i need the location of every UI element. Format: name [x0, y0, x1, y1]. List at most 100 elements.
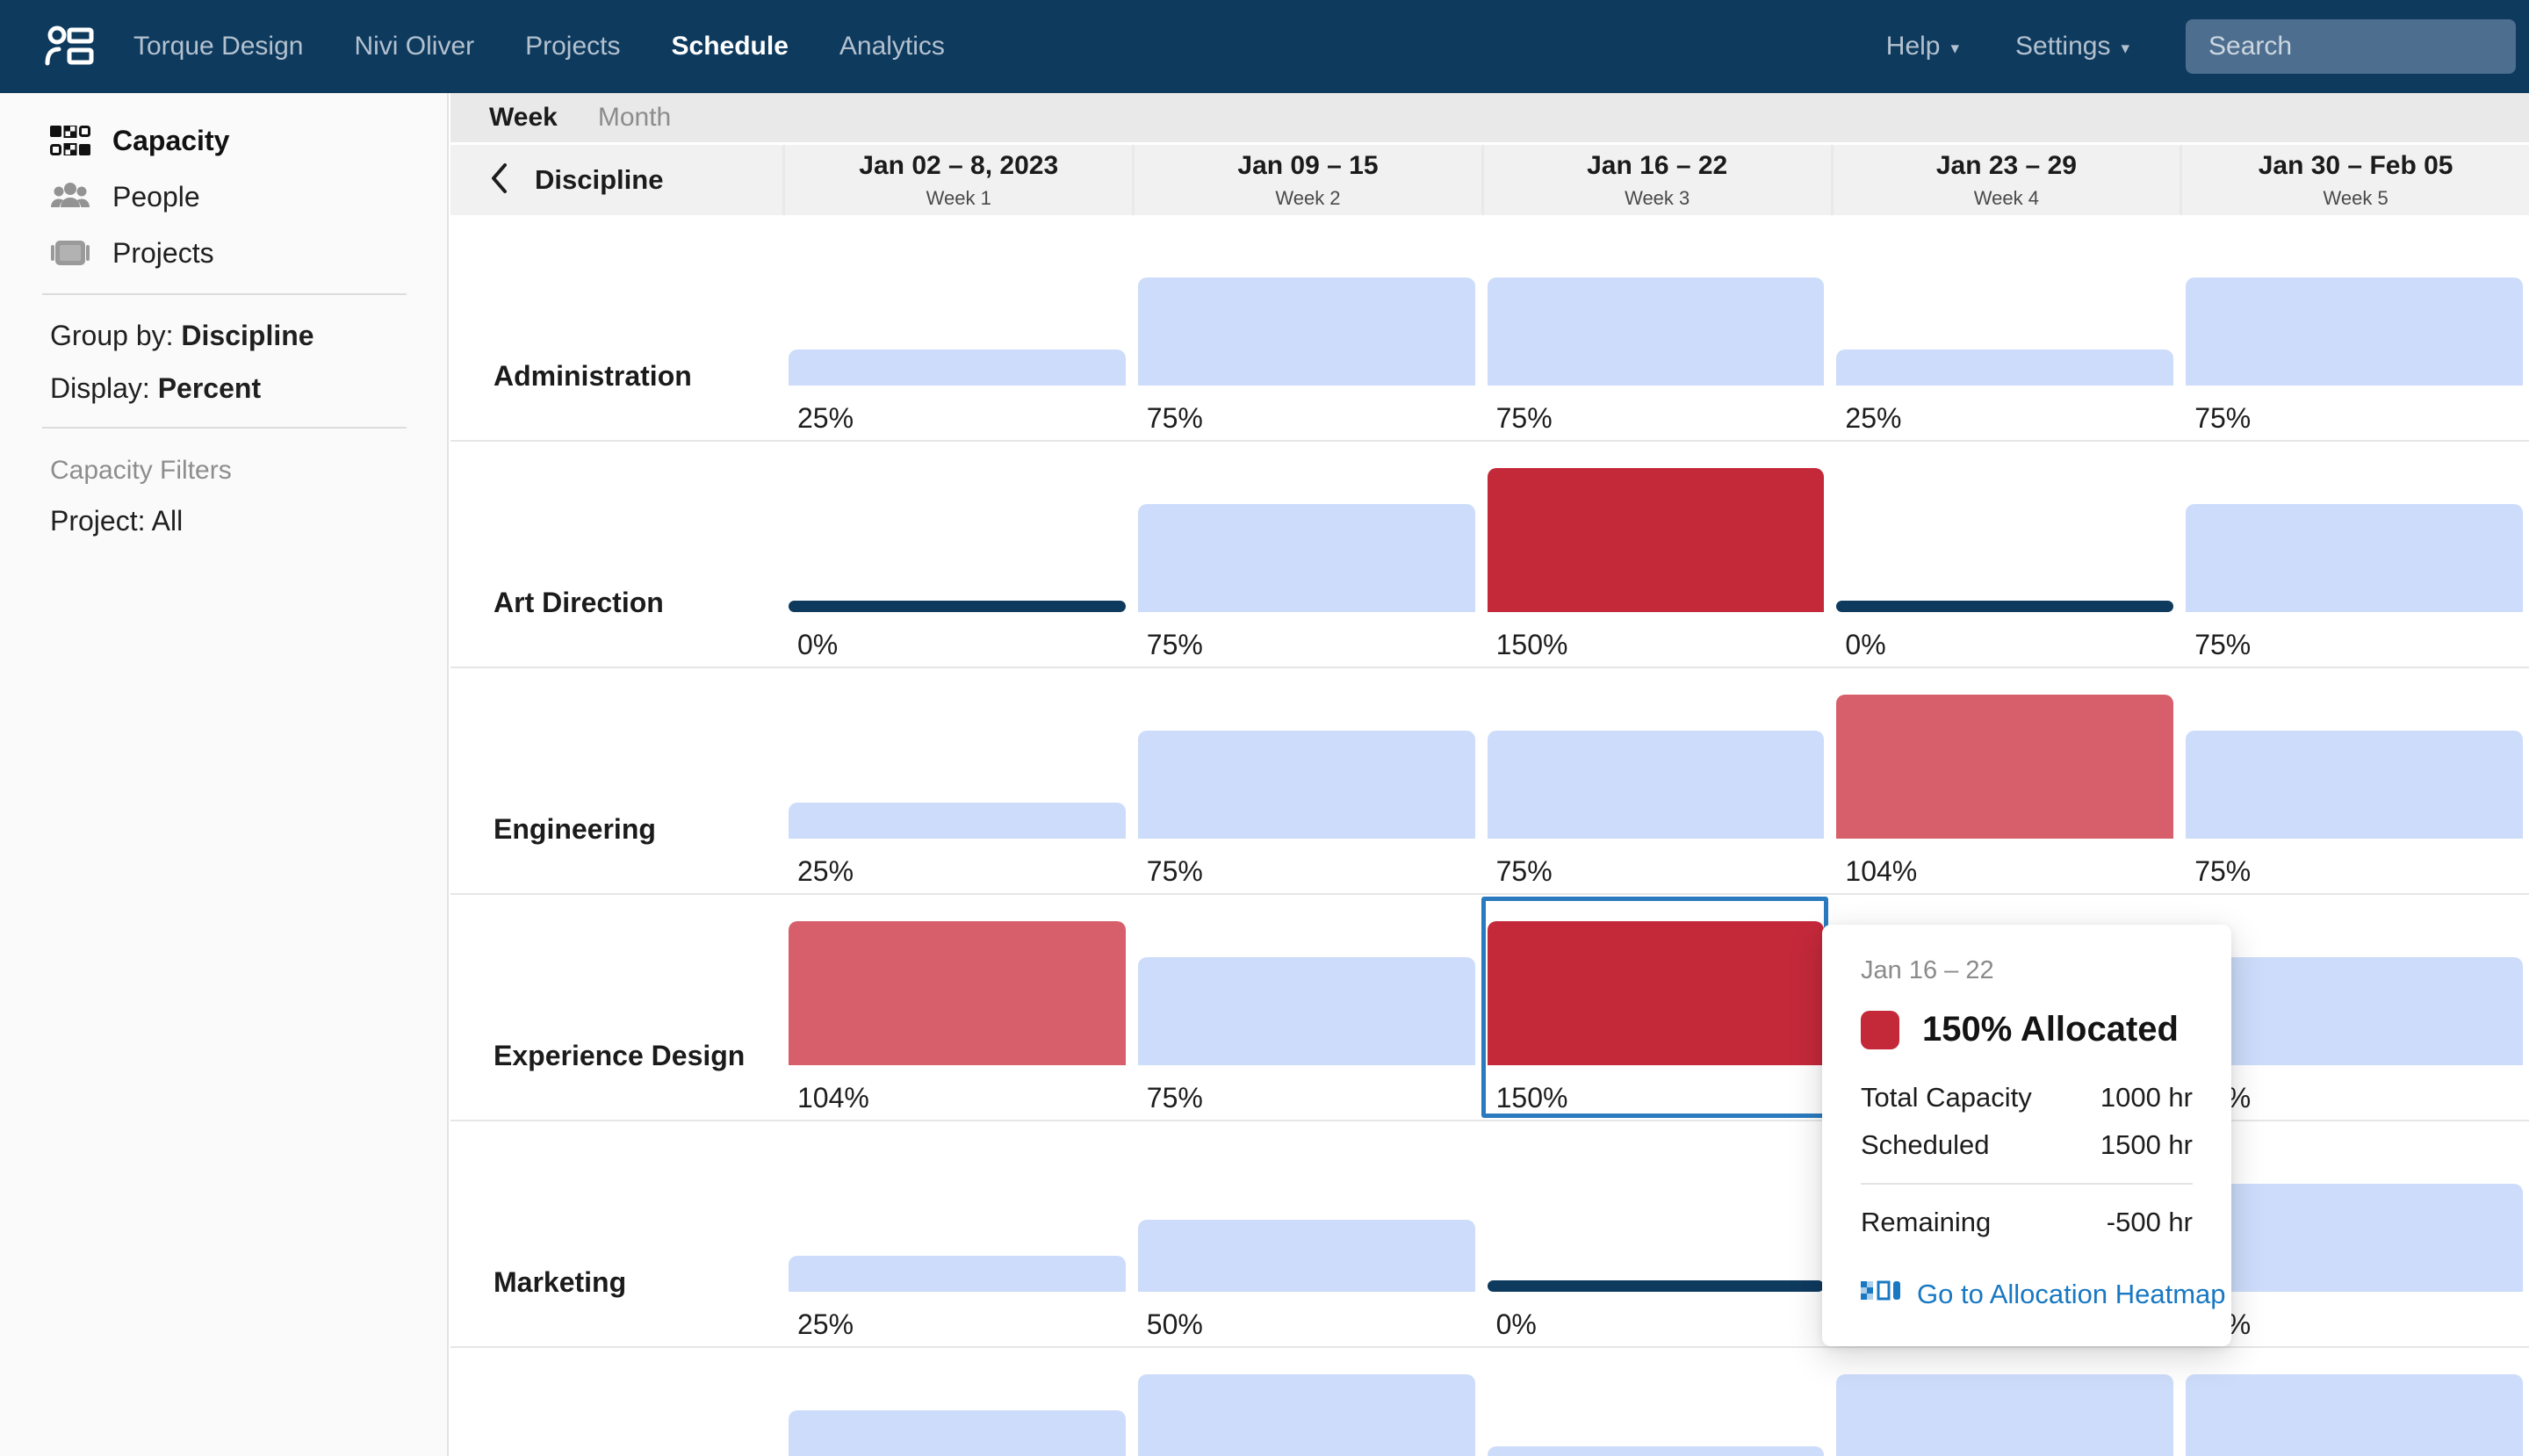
capacity-cell[interactable]: 104% [1830, 668, 2180, 893]
display-setting[interactable]: Display: Percent [50, 362, 447, 414]
allocation-bar[interactable] [1836, 695, 2174, 839]
sidebar-divider [42, 293, 407, 295]
allocation-percent: 104% [1845, 855, 1918, 887]
allocation-bar[interactable] [2186, 1184, 2523, 1292]
capacity-cell[interactable] [1132, 1348, 1481, 1456]
capacity-cell[interactable]: 0% [1830, 442, 2180, 667]
allocation-bar[interactable] [789, 803, 1126, 839]
row-label [450, 1348, 782, 1456]
nav-item-schedule[interactable]: Schedule [671, 32, 789, 61]
capacity-cell[interactable] [2180, 1348, 2529, 1456]
capacity-cell[interactable]: 150% [1481, 442, 1831, 667]
week-range-label: Jan 30 – Feb 05 [2258, 150, 2453, 180]
group-by-setting[interactable]: Group by: Discipline [50, 309, 447, 362]
allocation-bar[interactable] [1487, 278, 1825, 386]
allocation-bar[interactable] [789, 921, 1126, 1065]
grid-header: Discipline Jan 02 – 8, 2023 Week 1 Jan 0… [450, 142, 2529, 215]
capacity-cell[interactable]: 0% [782, 442, 1132, 667]
allocation-bar[interactable] [2186, 957, 2523, 1065]
capacity-cell[interactable]: 75% [2180, 215, 2529, 440]
capacity-cell[interactable]: 104% [782, 895, 1132, 1120]
allocation-percent: 75% [1146, 629, 1203, 660]
search-input[interactable] [2186, 19, 2516, 74]
help-menu[interactable]: Help ▾ [1886, 32, 1959, 61]
capacity-cell-selected[interactable]: 150% [1481, 895, 1831, 1120]
capacity-cell[interactable]: 75% [2180, 1121, 2529, 1346]
capacity-cell[interactable]: 75% [1132, 668, 1481, 893]
allocation-bar[interactable] [1487, 468, 1825, 612]
capacity-cell[interactable]: 75% [1481, 668, 1831, 893]
week-header: Jan 02 – 8, 2023 Week 1 [785, 145, 1133, 215]
allocation-bar[interactable] [1836, 350, 2174, 386]
capacity-cell[interactable]: 75% [1481, 215, 1831, 440]
back-chevron-icon[interactable] [489, 162, 508, 198]
allocation-percent: 75% [1146, 1082, 1203, 1114]
allocation-bar[interactable] [2186, 731, 2523, 839]
allocation-bar[interactable] [789, 1256, 1126, 1292]
allocation-bar[interactable] [1836, 1374, 2174, 1456]
week-toggle[interactable]: Week [489, 103, 558, 132]
allocation-bar[interactable] [2186, 1374, 2523, 1456]
stat-value: -500 hr [2106, 1207, 2193, 1237]
group-by-value: Discipline [181, 320, 314, 351]
allocation-percent: 25% [1845, 402, 1902, 434]
capacity-cell[interactable]: 75% [1132, 895, 1481, 1120]
capacity-cell[interactable]: 75% [1132, 215, 1481, 440]
capacity-cell[interactable]: 75% [1132, 442, 1481, 667]
schedule-main: Week Month Discipline Jan 02 – 8, 2023 W… [450, 93, 2529, 1456]
allocation-bar[interactable] [1137, 957, 1475, 1065]
sidebar-item-projects[interactable]: Projects [0, 225, 447, 281]
heatmap-icon [1861, 1278, 1901, 1311]
capacity-cell[interactable]: 25% [782, 215, 1132, 440]
nav-item-team[interactable]: Torque Design [133, 32, 304, 61]
group-header-cell: Discipline [450, 145, 783, 215]
settings-menu[interactable]: Settings ▾ [2015, 32, 2129, 61]
capacity-cell[interactable]: 0% [1481, 1121, 1831, 1346]
capacity-cell[interactable] [1481, 1348, 1831, 1456]
allocation-bar[interactable] [789, 1410, 1126, 1456]
chevron-down-icon: ▾ [2121, 39, 2129, 58]
allocation-bar[interactable] [1836, 601, 2174, 612]
capacity-cell[interactable]: 75% [2180, 895, 2529, 1120]
tooltip-stats: Total Capacity 1000 hr Scheduled 1500 hr… [1861, 1074, 2193, 1246]
allocation-bar[interactable] [1487, 1446, 1825, 1456]
capacity-cell[interactable] [1830, 1348, 2180, 1456]
allocation-bar[interactable] [1137, 1374, 1475, 1456]
nav-item-person[interactable]: Nivi Oliver [354, 32, 475, 61]
capacity-cell[interactable]: 25% [782, 668, 1132, 893]
capacity-cell[interactable]: 25% [782, 1121, 1132, 1346]
allocation-bar[interactable] [1487, 731, 1825, 839]
nav-item-projects[interactable]: Projects [525, 32, 621, 61]
sidebar-settings: Group by: Discipline Display: Percent [0, 295, 447, 414]
grid-row [450, 1348, 2529, 1456]
capacity-cell[interactable] [782, 1348, 1132, 1456]
allocation-bar[interactable] [1137, 731, 1475, 839]
capacity-cell[interactable]: 25% [1830, 215, 2180, 440]
app-logo-icon[interactable] [42, 19, 97, 74]
week-number-label: Week 1 [926, 186, 991, 209]
go-to-allocation-heatmap-link[interactable]: Go to Allocation Heatmap [1861, 1278, 2226, 1311]
allocation-bar[interactable] [2186, 504, 2523, 612]
capacity-cell[interactable]: 75% [2180, 668, 2529, 893]
allocation-percent: 0% [1495, 1308, 1537, 1340]
sidebar-item-capacity[interactable]: Capacity [0, 112, 447, 169]
settings-menu-label: Settings [2015, 32, 2111, 61]
allocation-bar[interactable] [1487, 1280, 1825, 1292]
allocation-bar[interactable] [789, 350, 1126, 386]
heatmap-link-label: Go to Allocation Heatmap [1917, 1279, 2226, 1309]
month-toggle[interactable]: Month [597, 103, 672, 132]
capacity-cell[interactable]: 75% [2180, 442, 2529, 667]
tooltip-stat-row: Total Capacity 1000 hr [1861, 1074, 2193, 1121]
allocation-bar[interactable] [1137, 1220, 1475, 1292]
sidebar-item-people[interactable]: People [0, 169, 447, 225]
allocation-bar[interactable] [1137, 278, 1475, 386]
project-filter[interactable]: Project: All [50, 505, 184, 537]
nav-item-analytics[interactable]: Analytics [839, 32, 945, 61]
row-label: Marketing [450, 1121, 782, 1346]
allocation-bar[interactable] [2186, 278, 2523, 386]
allocation-bar[interactable] [1137, 504, 1475, 612]
allocation-bar[interactable] [1487, 921, 1825, 1065]
allocation-bar[interactable] [789, 601, 1126, 612]
capacity-cell[interactable]: 50% [1132, 1121, 1481, 1346]
